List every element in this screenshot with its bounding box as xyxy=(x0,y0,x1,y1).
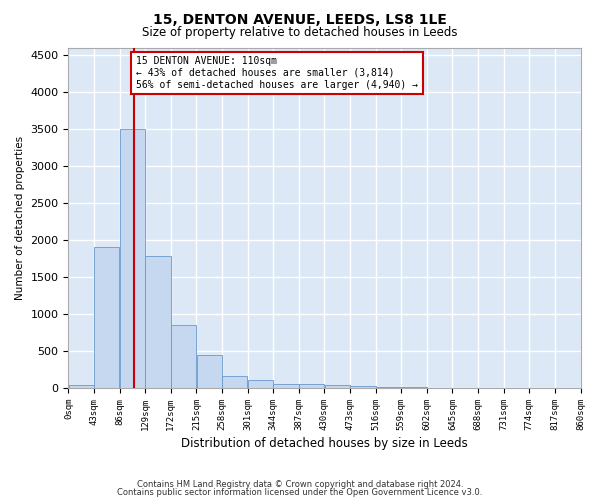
Bar xyxy=(145,256,170,388)
X-axis label: Distribution of detached houses by size in Leeds: Distribution of detached houses by size … xyxy=(181,437,468,450)
Bar xyxy=(197,355,222,388)
Bar xyxy=(248,380,273,388)
Bar xyxy=(222,376,247,388)
Bar xyxy=(94,248,119,388)
Bar xyxy=(171,325,196,388)
Bar xyxy=(120,129,145,388)
Text: 15 DENTON AVENUE: 110sqm
← 43% of detached houses are smaller (3,814)
56% of sem: 15 DENTON AVENUE: 110sqm ← 43% of detach… xyxy=(136,56,418,90)
Text: Contains public sector information licensed under the Open Government Licence v3: Contains public sector information licen… xyxy=(118,488,482,497)
Text: Size of property relative to detached houses in Leeds: Size of property relative to detached ho… xyxy=(142,26,458,39)
Bar xyxy=(350,386,376,388)
Bar xyxy=(376,387,401,388)
Text: Contains HM Land Registry data © Crown copyright and database right 2024.: Contains HM Land Registry data © Crown c… xyxy=(137,480,463,489)
Bar xyxy=(274,384,299,388)
Bar xyxy=(68,385,94,388)
Bar xyxy=(299,384,325,388)
Text: 15, DENTON AVENUE, LEEDS, LS8 1LE: 15, DENTON AVENUE, LEEDS, LS8 1LE xyxy=(153,12,447,26)
Y-axis label: Number of detached properties: Number of detached properties xyxy=(15,136,25,300)
Bar xyxy=(325,386,350,388)
